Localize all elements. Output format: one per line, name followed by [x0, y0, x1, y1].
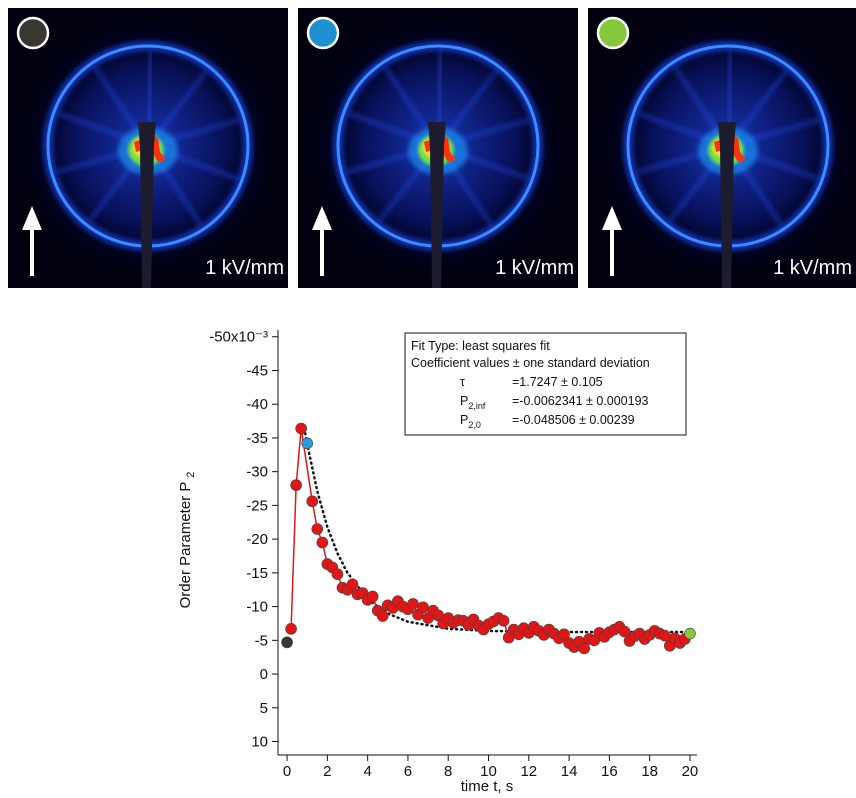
diffraction-image — [8, 8, 288, 288]
x-tick-label: 8 — [444, 763, 452, 780]
data-point — [417, 601, 429, 614]
data-point — [281, 636, 293, 649]
y-tick-label: 10 — [251, 734, 268, 751]
x-tick-label: 12 — [520, 763, 537, 780]
fit-line: Fit Type: least squares fit — [411, 339, 550, 353]
data-point — [306, 495, 319, 508]
fit-box: Fit Type: least squares fit Coefficient … — [404, 332, 687, 436]
x-axis-label: time t, s — [461, 778, 514, 795]
x-tick-label: 6 — [404, 763, 412, 780]
hot-red — [134, 134, 166, 162]
image-panel: 1 kV/mm — [298, 8, 578, 288]
data-point — [578, 642, 590, 655]
y-tick-label: -35 — [246, 430, 268, 447]
x-tick-label: 2 — [323, 763, 331, 780]
fit-symbol: P2,inf — [460, 394, 486, 411]
x-tick-label: 16 — [601, 763, 618, 780]
y-tick-label: -40 — [246, 396, 268, 413]
image-panels: 1 kV/mm 1 kV/mm 1 kV/mm — [8, 8, 856, 288]
fit-value: =-0.048506 ± 0.00239 — [512, 413, 635, 427]
fit-value: =-0.0062341 ± 0.000193 — [512, 394, 649, 408]
x-tick-label: 14 — [561, 763, 578, 780]
y-axis-label: Order Parameter P 2 — [177, 472, 197, 609]
data-point — [295, 422, 307, 435]
fit-box-frame — [404, 332, 687, 436]
y-tick-label: -20 — [246, 531, 268, 548]
field-label: 1 kV/mm — [495, 257, 574, 279]
fit-symbol-sub: 2,0 — [468, 420, 481, 430]
diffraction-image — [298, 8, 578, 288]
state-marker — [16, 16, 50, 50]
data-point — [290, 479, 302, 491]
x-tick-label: 18 — [641, 763, 658, 780]
data-point — [658, 629, 671, 642]
x-tick-label: 4 — [363, 763, 371, 780]
fit-symbol-main: P — [460, 413, 468, 427]
data-point — [311, 523, 324, 535]
y-axis-label-sub: 2 — [185, 472, 197, 478]
data-point — [366, 590, 379, 603]
field-label: 1 kV/mm — [773, 257, 852, 279]
beam-stop — [138, 122, 156, 288]
y-tick-label: -15 — [246, 565, 268, 582]
field-arrow-head — [22, 206, 42, 230]
data-line — [290, 428, 686, 650]
state-marker — [306, 16, 340, 50]
hot-red — [424, 134, 456, 162]
y-tick-label: -25 — [246, 497, 268, 514]
data-point — [331, 568, 344, 581]
y-tick-label: 0 — [260, 666, 268, 683]
fit-symbol-sub: 2,inf — [468, 401, 486, 411]
diffraction-image — [588, 8, 856, 288]
fit-symbol-main: P — [460, 394, 468, 408]
fit-value: =1.7247 ± 0.105 — [512, 375, 603, 389]
field-arrow-head — [312, 206, 332, 230]
field-label: 1 kV/mm — [205, 257, 284, 279]
y-tick-label: -30 — [246, 464, 268, 481]
data-point — [346, 578, 359, 591]
data-point — [618, 625, 631, 638]
data-point — [301, 437, 314, 450]
fit-symbol: τ — [460, 375, 465, 389]
data-point — [684, 627, 696, 640]
x-tick-label: 0 — [283, 763, 291, 780]
field-arrow-head — [602, 206, 622, 230]
y-tick-label: -50x10⁻³ — [209, 329, 268, 346]
state-marker — [596, 16, 630, 50]
data-point — [376, 610, 389, 622]
data-point — [407, 598, 419, 610]
fit-rows: τ =1.7247 ± 0.105 P2,inf =-0.0062341 ± 0.00… — [460, 375, 649, 430]
y-tick-label: -45 — [246, 362, 268, 379]
data-point — [497, 614, 510, 627]
x-tick-label: 10 — [480, 763, 497, 780]
data-point — [285, 623, 297, 635]
beam-stop — [428, 122, 446, 288]
image-panel: 1 kV/mm — [8, 8, 288, 288]
fit-symbol: P2,0 — [460, 413, 481, 430]
hot-red — [714, 134, 746, 162]
data-point — [558, 628, 570, 641]
y-tick-label: 5 — [260, 700, 268, 717]
beam-stop — [718, 122, 736, 288]
fit-line: Coefficient values ± one standard deviat… — [411, 356, 650, 370]
x-tick-label: 20 — [682, 763, 699, 780]
fit-symbol-main: τ — [460, 375, 465, 389]
y-axis-label-main: Order Parameter P — [177, 482, 194, 609]
data-point — [316, 536, 329, 549]
chart: time t, s Order Parameter P 2 -50x10⁻³ -4… — [177, 329, 698, 795]
image-panel: 1 kV/mm — [588, 8, 856, 288]
y-tick-label: -5 — [255, 632, 268, 649]
y-tick-label: -10 — [246, 599, 268, 616]
